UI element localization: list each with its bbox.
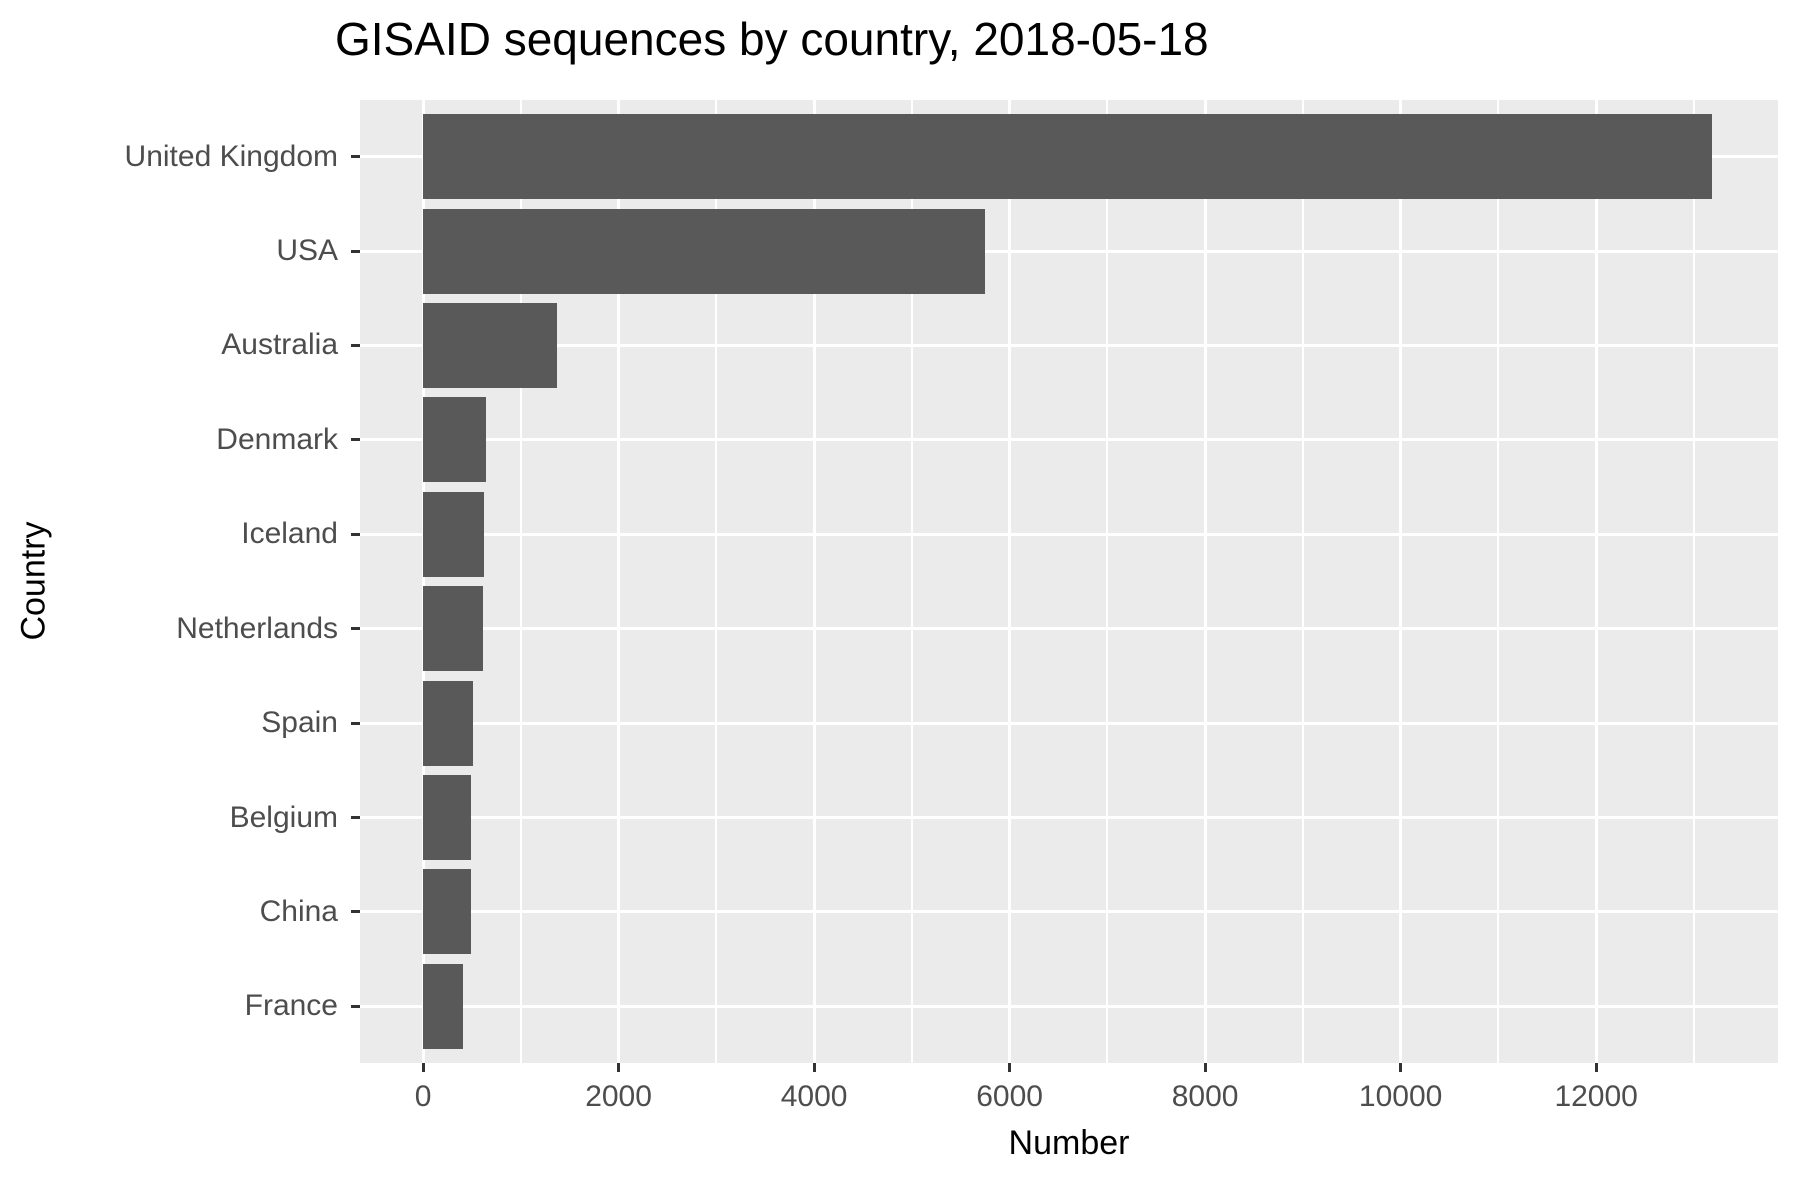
x-axis-tick xyxy=(617,1063,621,1072)
gridline-horizontal-major xyxy=(360,910,1778,914)
gridline-vertical-minor xyxy=(1497,100,1500,1063)
y-tick-label: Netherlands xyxy=(176,611,338,645)
x-axis-tick xyxy=(1203,1063,1207,1072)
x-axis-title: Number xyxy=(1008,1124,1130,1162)
gridline-vertical-minor xyxy=(1106,100,1109,1063)
x-tick-label: 0 xyxy=(414,1080,432,1113)
y-axis-tick xyxy=(351,816,360,820)
gridline-vertical-minor xyxy=(910,100,913,1063)
gridline-horizontal-major xyxy=(360,1004,1778,1008)
gridline-vertical-major xyxy=(421,100,425,1063)
gridline-vertical-minor xyxy=(1301,100,1304,1063)
bar-belgium xyxy=(423,775,471,861)
gridline-vertical-major xyxy=(1594,100,1598,1063)
gridline-horizontal-major xyxy=(360,249,1778,253)
x-tick-label: 6000 xyxy=(976,1080,1043,1113)
y-axis-tick xyxy=(351,910,360,914)
bar-australia xyxy=(423,302,557,388)
x-axis-tick xyxy=(1594,1063,1598,1072)
bar-spain xyxy=(423,680,474,766)
y-tick-label: USA xyxy=(276,234,338,268)
y-axis-tick xyxy=(351,249,360,253)
y-tick-label: Iceland xyxy=(241,517,338,551)
x-axis-tick xyxy=(812,1063,816,1072)
y-axis-tick xyxy=(351,155,360,159)
x-tick-label: 8000 xyxy=(1171,1080,1239,1113)
y-axis-tick xyxy=(351,343,360,347)
y-tick-label: France xyxy=(244,989,338,1023)
gridline-vertical-major xyxy=(812,100,816,1063)
y-tick-label: Spain xyxy=(261,706,338,740)
y-axis-tick xyxy=(351,532,360,536)
gridline-horizontal-major xyxy=(360,343,1778,347)
gridline-horizontal-major xyxy=(360,532,1778,536)
bar-united-kingdom xyxy=(423,114,1712,200)
bar-iceland xyxy=(423,491,485,577)
bar-china xyxy=(423,869,471,955)
gridline-horizontal-major xyxy=(360,438,1778,442)
x-tick-label: 2000 xyxy=(585,1080,652,1113)
chart-title: GISAID sequences by country, 2018-05-18 xyxy=(335,13,1209,65)
y-axis-tick xyxy=(351,627,360,631)
y-tick-label: Australia xyxy=(221,328,338,362)
y-axis-title: Country xyxy=(14,521,53,641)
x-axis-tick xyxy=(1008,1063,1012,1072)
y-axis-tick xyxy=(351,721,360,725)
plot-panel xyxy=(360,100,1778,1063)
gridline-vertical-minor xyxy=(519,100,522,1063)
bar-netherlands xyxy=(423,586,484,672)
y-tick-label: Belgium xyxy=(229,800,338,834)
x-tick-label: 4000 xyxy=(780,1080,848,1113)
x-tick-label: 12000 xyxy=(1554,1080,1638,1113)
gridline-vertical-minor xyxy=(1692,100,1695,1063)
gridline-vertical-minor xyxy=(715,100,718,1063)
gridline-vertical-major xyxy=(617,100,621,1063)
x-axis-tick xyxy=(421,1063,425,1072)
gridline-vertical-major xyxy=(1203,100,1207,1063)
y-axis-tick xyxy=(351,438,360,442)
bar-france xyxy=(423,963,463,1049)
gridline-horizontal-major xyxy=(360,627,1778,631)
gridline-horizontal-major xyxy=(360,721,1778,725)
gridline-vertical-major xyxy=(1399,100,1403,1063)
bar-denmark xyxy=(423,397,487,483)
y-axis-tick xyxy=(351,1004,360,1008)
y-tick-label: China xyxy=(259,894,338,928)
x-axis-tick xyxy=(1399,1063,1403,1072)
x-tick-label: 10000 xyxy=(1358,1080,1443,1113)
bar-usa xyxy=(423,208,986,294)
y-tick-label: Denmark xyxy=(216,422,338,456)
y-tick-label: United Kingdom xyxy=(124,139,338,173)
gridline-horizontal-major xyxy=(360,816,1778,820)
gridline-vertical-major xyxy=(1008,100,1012,1063)
